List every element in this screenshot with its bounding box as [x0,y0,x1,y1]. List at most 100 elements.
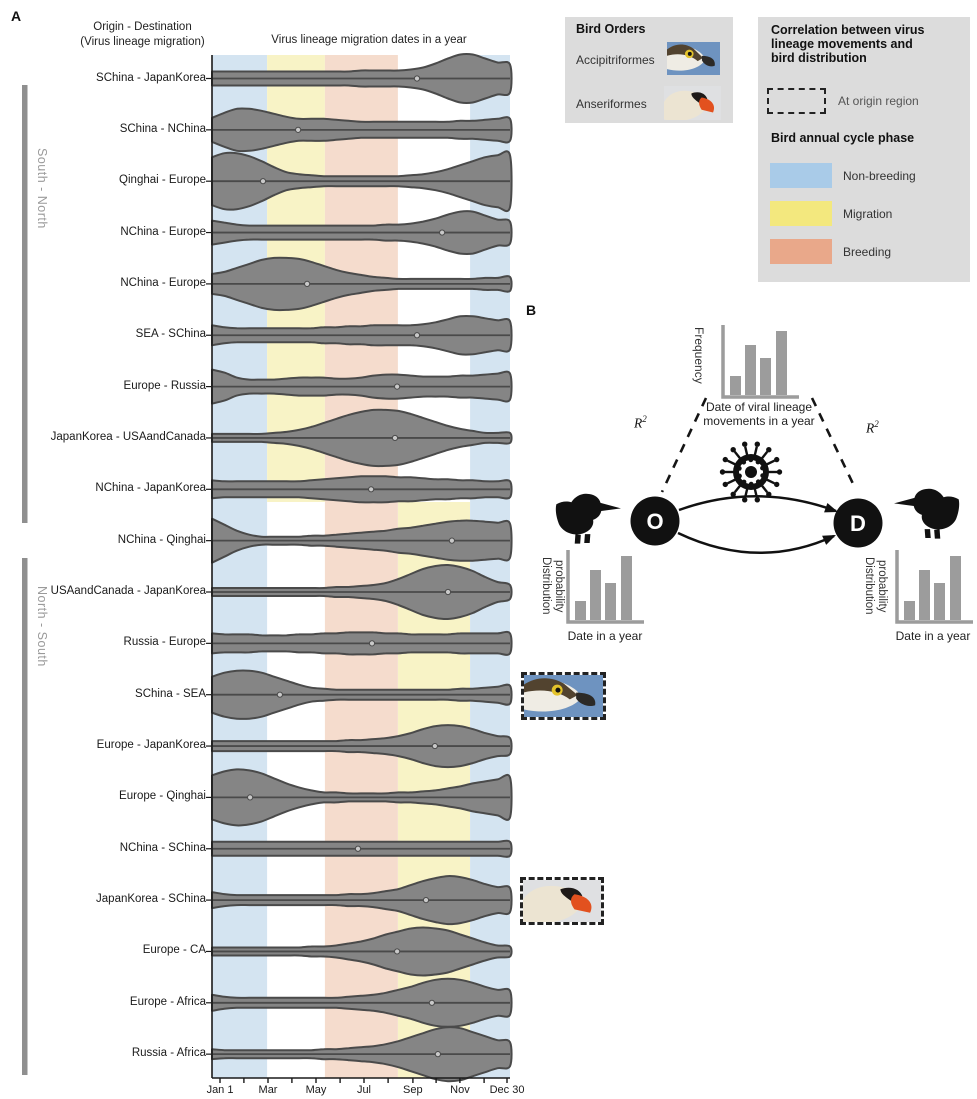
swan-beak [699,97,715,113]
breeding-label: Breeding [843,245,892,259]
median-marker [448,537,455,544]
median-marker [394,383,401,390]
dist-chart-right-bar [904,601,915,620]
legend-phase-title: Bird annual cycle phase [771,131,915,145]
migration-swatch [770,201,832,226]
hawk-photo [520,672,606,720]
hawk-eye-stripe [664,44,704,62]
hawk-pupil [687,51,692,56]
duck-icon-left [555,493,621,544]
y-axis-header-line1: Origin - Destination [93,21,192,33]
swan-photo [519,877,604,925]
north-south-group-bar [22,558,28,1075]
x-tick-label: May [305,1084,327,1096]
hawk-pupil [555,687,561,693]
date-of-movements-caption: Date of viral lineage movements in a yea… [700,400,818,428]
migration-label: Migration [843,207,893,221]
non-breeding-label: Non-breeding [843,169,916,183]
at-origin-region-icon [767,88,826,114]
median-marker [444,588,452,596]
dist-prob-label-left: Distribution probability [539,548,565,624]
dist-chart-left-bar [621,556,632,620]
frequency-chart-bar [776,331,787,395]
y-axis-header-line2: (Virus lineage migration) [80,36,205,48]
median-marker [413,75,421,82]
median-marker [259,178,267,185]
group-label-north-south: North - South [35,586,49,667]
median-marker [295,126,302,133]
breeding-swatch [770,239,832,264]
date-axis-label-right: Date in a year [895,629,971,643]
x-tick-label: Dec 30 [489,1084,525,1096]
dist-line1: Distribution [540,557,552,615]
dist-chart-left-axes [566,550,644,624]
row-label: Russia - Europe [123,636,206,649]
panel-b-label: B [526,302,537,318]
median-marker [439,229,446,236]
frequency-axis-label: Frequency [692,327,706,384]
legend-correlation-title-line1: Correlation between virus [771,23,925,37]
dist-line2: probability [876,559,888,613]
caption-line1: Date of viral lineage [705,400,813,414]
destination-node [833,498,883,548]
median-marker [368,486,375,493]
median-marker [413,332,421,339]
dashed-line-left [660,397,708,493]
origin-letter: O [646,509,663,534]
frequency-chart-bar [730,376,741,395]
arrowhead [822,535,836,545]
median-marker [368,640,376,647]
dist-prob-label-right: Distribution probability [862,548,888,624]
x-tick-label: Sep [403,1084,423,1096]
row-label: Europe - Russia [123,379,206,392]
swan-photo [661,86,721,122]
median-marker [247,794,254,801]
legend-bird-orders: Bird Orders Accipitriformes Anseriformes [565,17,733,123]
frequency-chart-axes [721,325,799,399]
median-marker [304,280,311,287]
row-label: Europe - CA [142,944,206,957]
row-label: NChina - Europe [120,276,206,289]
r2-base: R [866,420,875,436]
median-marker [428,999,435,1006]
dist-chart-right-bar [950,556,961,620]
caption-line2: movements in a year [703,413,815,428]
row-label: Europe - Qinghai [119,790,206,803]
accipitriformes-label: Accipitriformes [576,53,655,67]
legend-correlation-title-line2: lineage movements and [771,37,913,51]
r2-sup: 2 [874,419,879,429]
dist-chart-left-bar [590,570,601,620]
legend-correlation: Correlation between virus lineage moveme… [758,17,970,282]
hawk-eye-stripe [520,678,578,700]
panel-a-label: A [11,8,22,24]
dist-line2: probability [553,559,565,613]
dashed-line-right [810,397,858,491]
row-label: Russia - Africa [131,1047,206,1060]
dist-chart-right-bar [934,583,945,620]
arrow-bottom-arc [677,531,835,555]
row-label: NChina - Qinghai [117,533,206,546]
row-label: NChina - SChina [119,841,206,854]
frequency-chart-bar [745,345,756,395]
r2-sup: 2 [642,414,647,424]
r2-base: R [634,415,643,431]
non-breeding-swatch [770,163,832,188]
row-label: SChina - SEA [135,687,206,700]
median-marker [434,1051,441,1058]
virus-icon [719,441,783,503]
r-squared-right: R2 [866,419,879,437]
row-label: SChina - NChina [119,122,206,135]
hawk-photo [664,42,720,75]
median-marker [276,691,283,698]
row-label: Qinghai - Europe [119,174,206,187]
violin-chart [22,52,513,1083]
hawk-beak [576,692,596,706]
row-label: JapanKorea - USAandCanada [50,430,206,443]
anseriformes-label: Anseriformes [576,97,647,111]
chart-title: Virus lineage migration dates in a year [271,34,467,46]
swan-beak [570,894,592,913]
median-marker [354,845,362,852]
row-label: SChina - JapanKorea [96,71,206,84]
